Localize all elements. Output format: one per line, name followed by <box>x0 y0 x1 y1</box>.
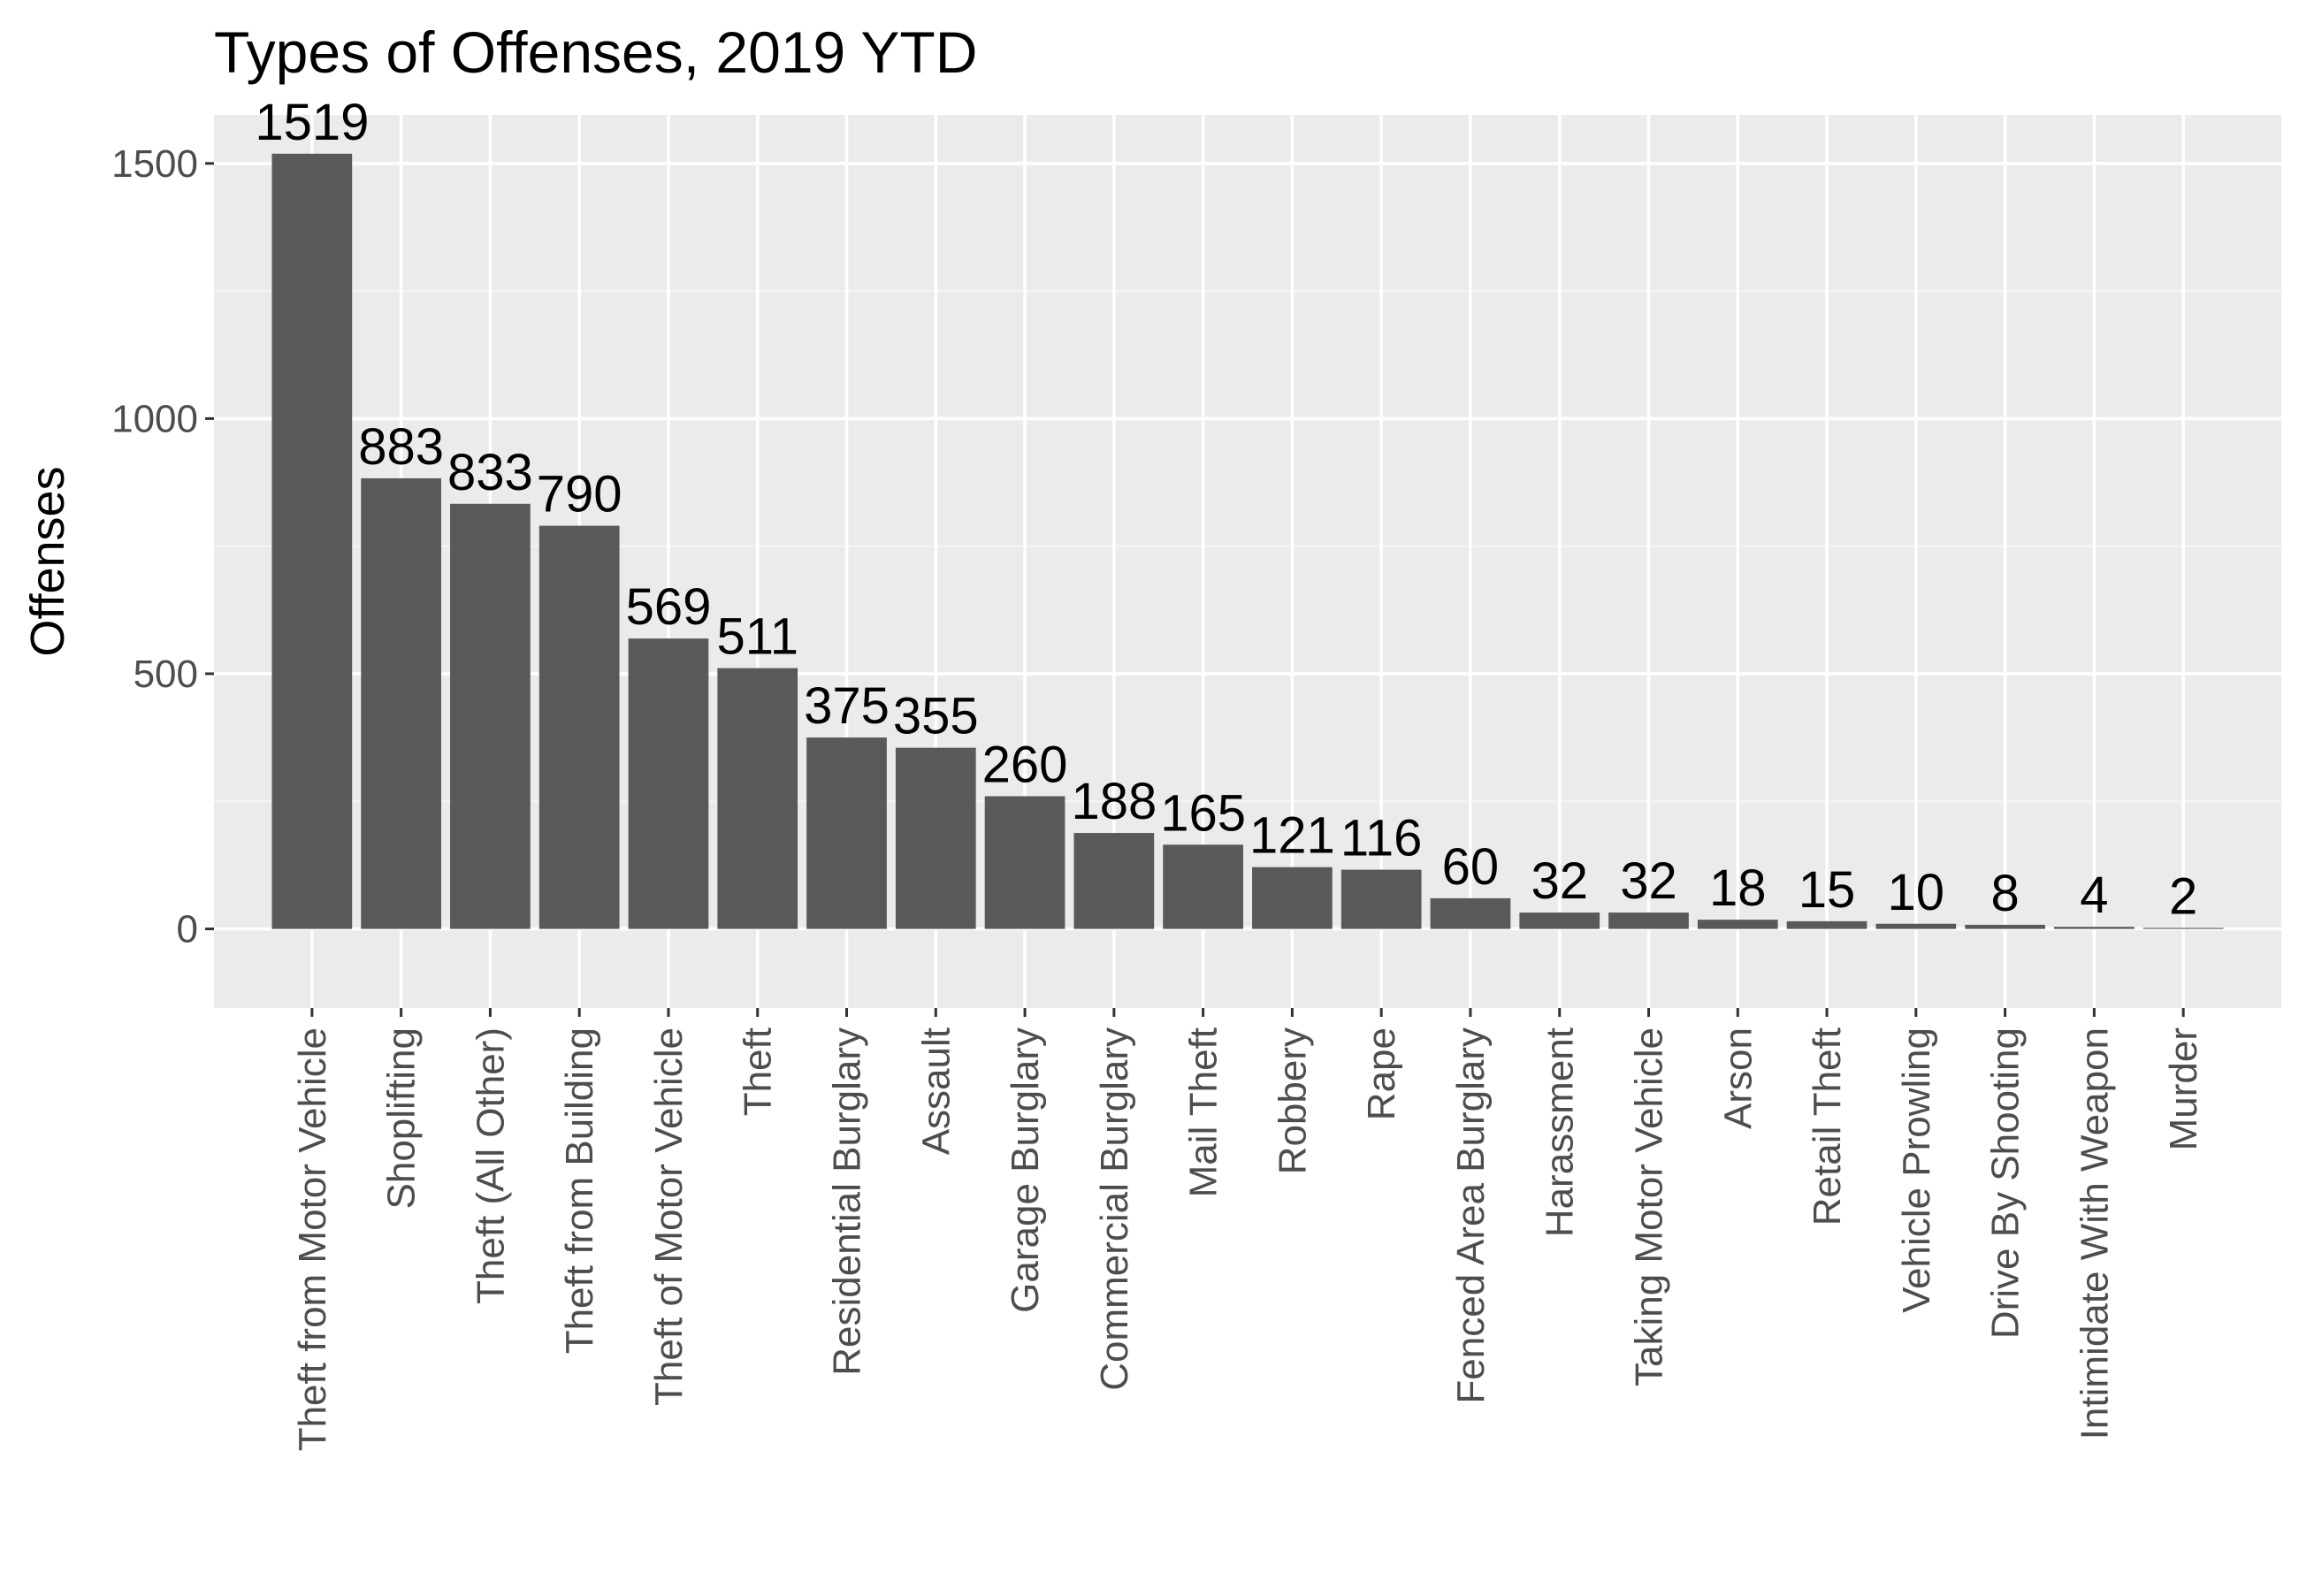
bar <box>1073 833 1155 929</box>
bar <box>1430 897 1511 929</box>
y-tick-label: 1000 <box>111 397 198 440</box>
x-tick-label: Theft (All Other) <box>469 1027 512 1304</box>
x-tick-label: Harassment <box>1539 1027 1582 1237</box>
x-tick-label: Vehicle Prowling <box>1895 1027 1938 1313</box>
bar <box>806 737 887 929</box>
bar-value-label: 32 <box>1620 852 1677 910</box>
bar-value-label: 60 <box>1442 838 1500 896</box>
bar <box>1340 869 1422 929</box>
x-tick-label: Shoplifting <box>380 1027 424 1209</box>
bar-value-label: 188 <box>1071 773 1157 830</box>
bar <box>1163 844 1243 929</box>
bar-value-label: 8 <box>1990 865 2019 922</box>
x-tick-label: Residential Burglary <box>826 1027 869 1376</box>
bar <box>1519 913 1600 929</box>
x-tick-label: Fenced Area Burglary <box>1449 1027 1493 1404</box>
y-axis: 0 500 1000 1500 <box>111 142 214 951</box>
bar-value-label: 790 <box>537 466 622 523</box>
bar <box>450 503 531 929</box>
bar-value-label: 2 <box>2169 867 2197 925</box>
x-tick-label: Murder <box>2162 1027 2205 1150</box>
x-tick-label: Rape <box>1360 1027 1403 1120</box>
bar-value-label: 355 <box>893 688 979 745</box>
y-tick-label: 1500 <box>111 142 198 186</box>
bar-value-label: 375 <box>804 677 890 735</box>
bar-value-label: 121 <box>1249 807 1335 865</box>
bar-value-label: 32 <box>1531 852 1588 910</box>
bar-value-label: 10 <box>1888 864 1945 921</box>
bar <box>271 153 353 929</box>
x-tick-label: Arson <box>1716 1027 1760 1129</box>
bar <box>1965 924 2045 929</box>
bar-value-label: 116 <box>1340 810 1422 867</box>
chart-title: Types of Offenses, 2019 YTD <box>214 19 977 85</box>
x-axis: Theft from Motor Vehicle Shoplifting Theft… <box>291 1008 2205 1451</box>
x-tick-label: Theft of Motor Vehicle <box>647 1027 691 1406</box>
bar-value-label: 18 <box>1709 859 1767 917</box>
x-tick-label: Mail Theft <box>1182 1027 1226 1197</box>
x-tick-label: Theft from Motor Vehicle <box>291 1027 334 1451</box>
bar <box>628 638 709 929</box>
bar-value-label: 15 <box>1799 861 1856 919</box>
bar-value-label: 569 <box>626 578 712 636</box>
bar-value-label: 883 <box>358 418 444 476</box>
bar-value-label: 511 <box>716 608 798 666</box>
bar <box>895 747 976 929</box>
bar-value-label: 1519 <box>255 94 369 151</box>
x-tick-label: Assault <box>914 1027 958 1155</box>
x-tick-label: Garage Burglary <box>1004 1027 1047 1313</box>
bar <box>1875 923 1957 929</box>
bar <box>2054 927 2135 929</box>
bar-value-label: 165 <box>1160 784 1246 842</box>
x-tick-label: Theft from Building <box>558 1027 601 1354</box>
x-tick-label: Retail Theft <box>1806 1027 1849 1226</box>
y-axis-title: Offenses <box>21 466 74 656</box>
bar <box>1252 867 1333 929</box>
x-tick-label: Robbery <box>1271 1027 1314 1174</box>
bar-value-label: 260 <box>982 736 1068 793</box>
bar <box>984 796 1065 929</box>
y-tick-label: 0 <box>177 908 198 951</box>
x-tick-label: Theft <box>737 1027 780 1116</box>
bar <box>717 668 798 929</box>
x-tick-label: Intimidate With Weapon <box>2073 1027 2116 1439</box>
bar <box>361 477 441 929</box>
bar <box>1608 913 1689 929</box>
y-tick-label: 500 <box>134 653 198 696</box>
bar <box>538 525 620 929</box>
x-tick-label: Taking Motor Vehicle <box>1627 1027 1670 1386</box>
x-tick-label: Drive By Shooting <box>1984 1027 2028 1339</box>
bar-value-label: 833 <box>447 444 533 501</box>
bar <box>1697 920 1778 929</box>
bar-value-label: 4 <box>2080 867 2108 924</box>
bars <box>271 153 2224 929</box>
x-tick-label: Commercial Burglary <box>1093 1027 1136 1391</box>
bar <box>1786 920 1867 929</box>
